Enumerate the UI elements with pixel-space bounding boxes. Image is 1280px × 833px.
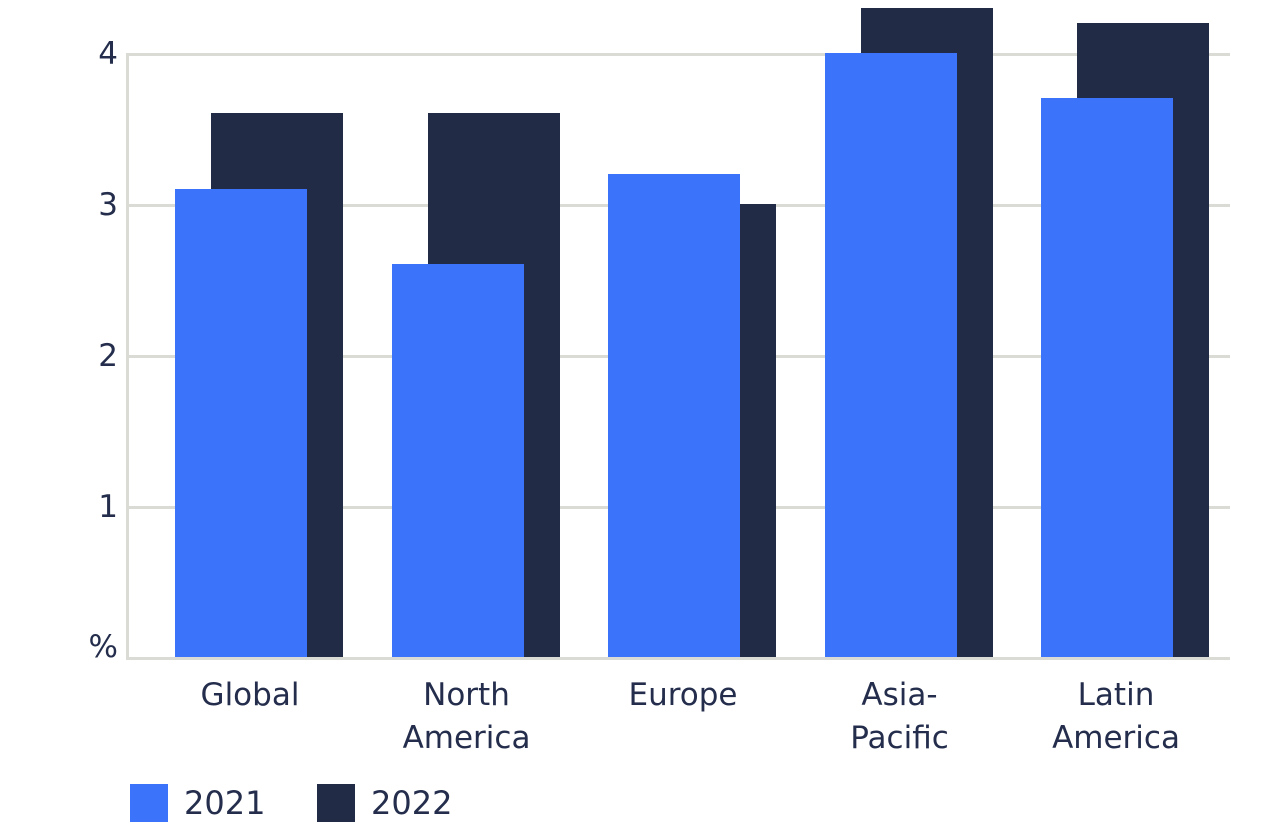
legend: 2021 2022 — [0, 784, 1280, 826]
y-tick-label-3: 3 — [98, 187, 118, 223]
bar-2021-global — [175, 188, 307, 657]
y-tick-label-4: 4 — [98, 36, 118, 72]
gridline-4 — [128, 53, 1230, 56]
legend-label-2021: 2021 — [184, 784, 266, 822]
bar-2021-latin-america — [1041, 98, 1173, 657]
y-tick-label-2: 2 — [98, 338, 118, 374]
y-axis-unit-label: % — [88, 629, 118, 665]
bar-2021-asia-pacific — [824, 53, 957, 657]
x-label-global: Global — [200, 677, 300, 713]
legend-swatch-2021 — [130, 784, 168, 822]
legend-label-2022: 2022 — [371, 784, 453, 822]
y-tick-label-1: 1 — [98, 489, 118, 525]
bar-2021-north-america — [391, 264, 524, 657]
legend-item-2021: 2021 — [130, 784, 265, 822]
legend-swatch-2022 — [317, 784, 355, 822]
x-label-europe: Europe — [628, 677, 738, 713]
x-label-north-america: North America — [402, 677, 531, 756]
y-axis-line — [126, 53, 129, 660]
x-axis-baseline — [126, 657, 1230, 660]
legend-item-2022: 2022 — [317, 784, 452, 822]
x-label-asia-pacific: Asia- Pacific — [850, 677, 949, 756]
x-label-latin-america: Latin America — [1052, 677, 1180, 756]
bar-2021-europe — [608, 173, 740, 657]
